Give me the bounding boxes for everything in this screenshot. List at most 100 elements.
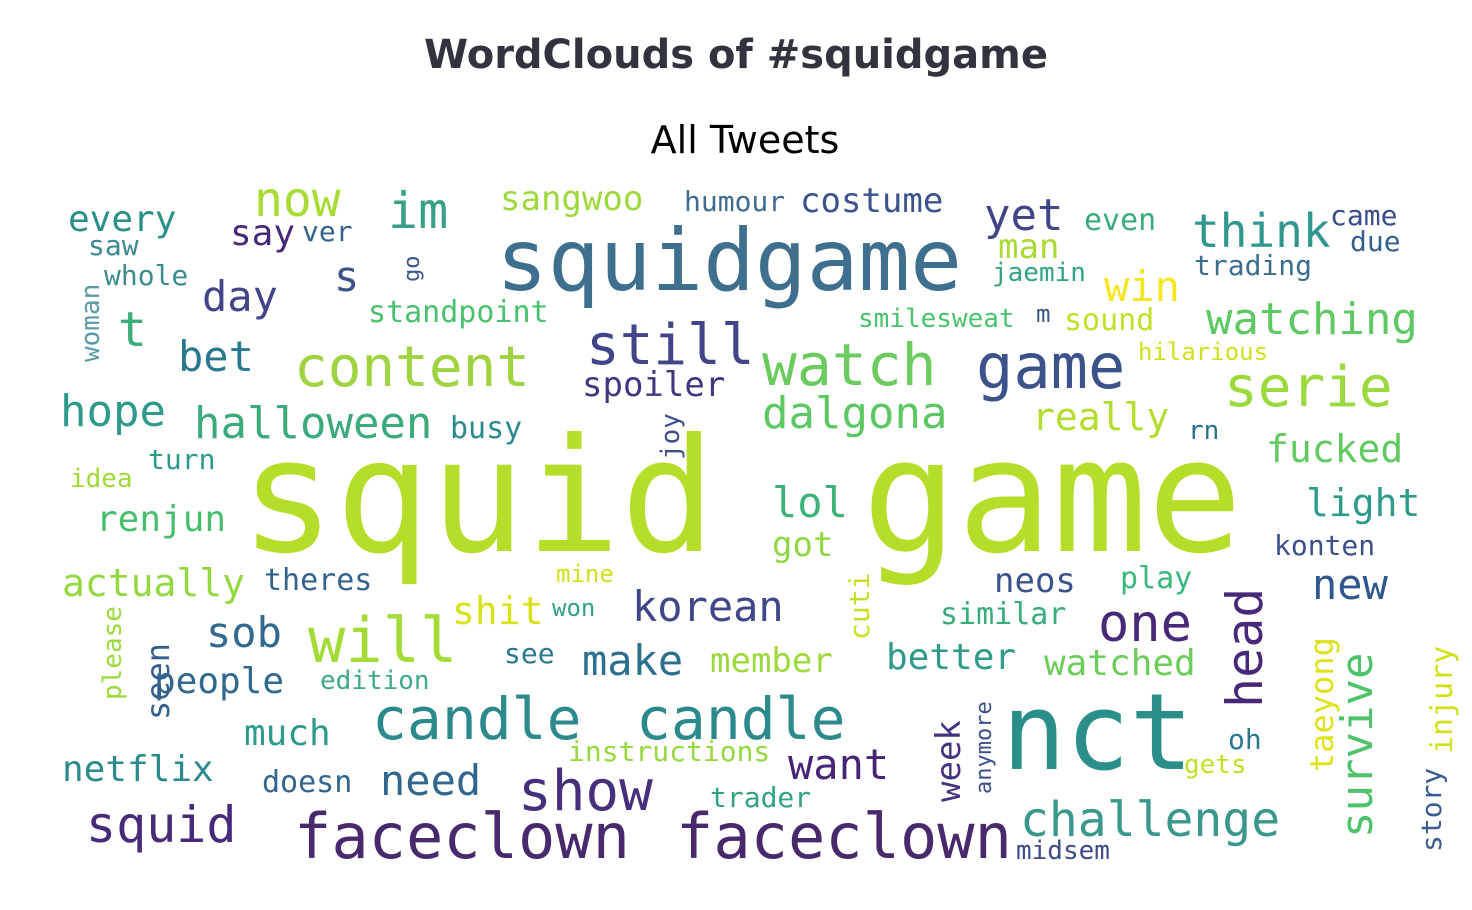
wordcloud-word: got <box>772 525 834 565</box>
wordcloud-word: cuti <box>843 572 876 640</box>
wordcloud-word: whole <box>104 259 189 292</box>
wordcloud-word: still <box>586 313 755 378</box>
wordcloud-word: challenge <box>1020 792 1281 848</box>
wordcloud-word: edition <box>320 666 430 696</box>
wordcloud-word: please <box>98 606 128 700</box>
wordcloud-word: new <box>1312 560 1388 609</box>
wordcloud-word: want <box>788 740 890 789</box>
wordcloud-word: fucked <box>1266 427 1404 471</box>
wordcloud-word: smilesweat <box>858 304 1015 334</box>
wordcloud-word: doesn <box>262 765 353 800</box>
wordcloud-word: day <box>202 272 278 321</box>
wordcloud-word: better <box>886 637 1017 678</box>
wordcloud-word: shit <box>452 589 544 633</box>
wordcloud-word: instructions <box>568 735 771 768</box>
wordcloud-word: now <box>254 172 341 228</box>
wordcloud-word: bet <box>178 332 254 381</box>
wordcloud-word: game <box>862 405 1243 589</box>
wordcloud-word: t <box>118 302 147 358</box>
wordcloud-word: came <box>1330 199 1398 232</box>
wordcloud-word: trader <box>710 781 812 814</box>
wordcloud-word: game <box>976 330 1126 403</box>
wordcloud-word: story <box>1415 767 1448 852</box>
wordcloud-word: go <box>400 255 425 283</box>
wordcloud-word: im <box>388 182 449 240</box>
wordcloud-word: joy <box>656 413 686 460</box>
wordcloud-word: much <box>244 713 331 754</box>
wordcloud-word: say <box>230 213 296 254</box>
wordcloud-word: candle <box>372 685 582 753</box>
wordcloud-word: think <box>1192 204 1331 258</box>
wordcloud-word: seen <box>139 642 177 720</box>
wordcloud-word: week <box>929 720 969 802</box>
wordcloud-word: rn <box>1188 416 1220 446</box>
wordcloud-word: taeyong <box>1303 637 1341 772</box>
wordcloud-word: korean <box>632 582 784 631</box>
wordcloud-word: won <box>552 594 596 622</box>
page-title: WordClouds of #squidgame <box>424 32 1048 78</box>
wordcloud-word: member <box>710 641 833 681</box>
wordcloud-word: sangwoo <box>500 179 644 219</box>
wordcloud-word: ver <box>302 215 353 248</box>
wordcloud-word: s <box>334 252 360 301</box>
wordcloud-word: lol <box>772 478 848 527</box>
wordcloud-word: content <box>294 335 531 400</box>
wordcloud-word: anymore <box>972 701 997 794</box>
wordcloud-word: turn <box>148 443 216 476</box>
wordcloud-word: candle <box>636 685 846 753</box>
wordcloud-word: one <box>1098 594 1192 654</box>
wordcloud-word: woman <box>76 283 106 362</box>
wordcloud-word: netflix <box>62 749 214 790</box>
wordcloud-word: even <box>1084 203 1157 238</box>
wordcloud-word: play <box>1120 561 1193 596</box>
wordcloud-word: people <box>154 661 285 702</box>
wordcloud-word: nct <box>1002 671 1194 794</box>
wordcloud-word: watch <box>762 331 937 399</box>
wordcloud-word: show <box>518 759 653 824</box>
wordcloud-word: standpoint <box>368 295 549 330</box>
wordcloud-word: light <box>1306 481 1421 525</box>
wordcloud-word: theres <box>264 563 373 598</box>
wordcloud-word: sob <box>206 608 282 657</box>
wordcloud-word: halloween <box>194 398 433 449</box>
wordcloud-word: idea <box>70 464 133 494</box>
wordcloud-word: really <box>1032 395 1170 439</box>
wordcloud-word: make <box>582 636 684 685</box>
wordcloud-word: hilarious <box>1138 338 1269 366</box>
wordcloud-word: neos <box>994 561 1076 601</box>
wordcloud-word: win <box>1104 262 1180 311</box>
wordcloud-word: injury <box>1425 645 1460 754</box>
wordcloud-word: oh <box>1228 723 1262 756</box>
wordcloud-word: mine <box>556 560 614 588</box>
wordcloud-word: faceclown <box>676 800 1012 873</box>
wordcloud-word: need <box>380 756 482 805</box>
wordcloud-word: see <box>504 637 555 670</box>
wordcloud-word: humour <box>684 185 786 218</box>
wordcloud-word: will <box>308 604 458 677</box>
wordcloud-word: similar <box>940 597 1067 632</box>
wordcloud-word: squidgame <box>496 211 962 311</box>
wordcloud-word: due <box>1350 225 1401 258</box>
wordcloud-word: survive <box>1332 652 1383 838</box>
wordcloud-word: head <box>1216 587 1274 708</box>
wordcloud-word: m <box>1036 300 1051 328</box>
wordcloud-word: trading <box>1194 249 1313 282</box>
wordcloud-word: serie <box>1224 355 1393 420</box>
wordcloud-subtitle: All Tweets <box>650 118 840 162</box>
wordcloud-word: squid <box>240 405 716 589</box>
wordcloud-word: actually <box>62 561 246 605</box>
wordcloud-word: watching <box>1206 294 1418 345</box>
wordcloud-word: renjun <box>96 499 227 540</box>
wordcloud-word: faceclown <box>294 800 630 873</box>
wordcloud-word: costume <box>800 181 944 221</box>
wordcloud-word: saw <box>88 229 139 262</box>
wordcloud-word: squid <box>86 796 237 854</box>
wordcloud-word: gets <box>1184 750 1247 780</box>
wordcloud-word: jaemin <box>992 258 1086 288</box>
wordcloud-word: spoiler <box>582 365 726 405</box>
wordcloud-word: watched <box>1044 643 1196 684</box>
wordcloud-word: hope <box>60 386 166 437</box>
wordcloud-word: sound <box>1064 303 1155 338</box>
wordcloud-word: man <box>998 227 1060 267</box>
